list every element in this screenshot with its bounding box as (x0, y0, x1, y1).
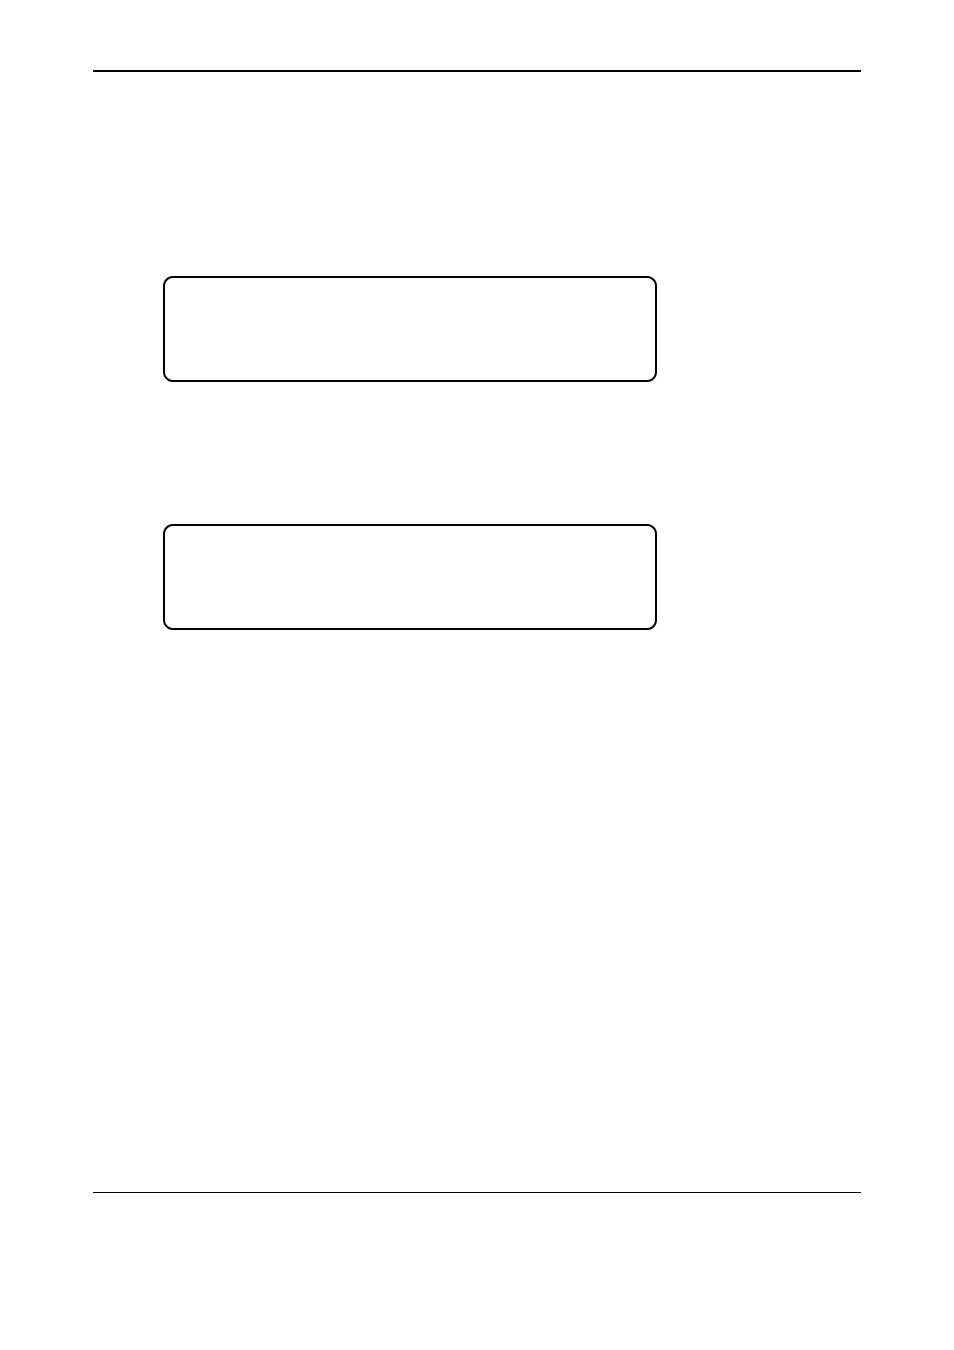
rounded-box-2 (163, 524, 657, 630)
bottom-horizontal-rule (93, 1192, 861, 1193)
rounded-box-1 (163, 276, 657, 382)
top-horizontal-rule (93, 70, 861, 72)
